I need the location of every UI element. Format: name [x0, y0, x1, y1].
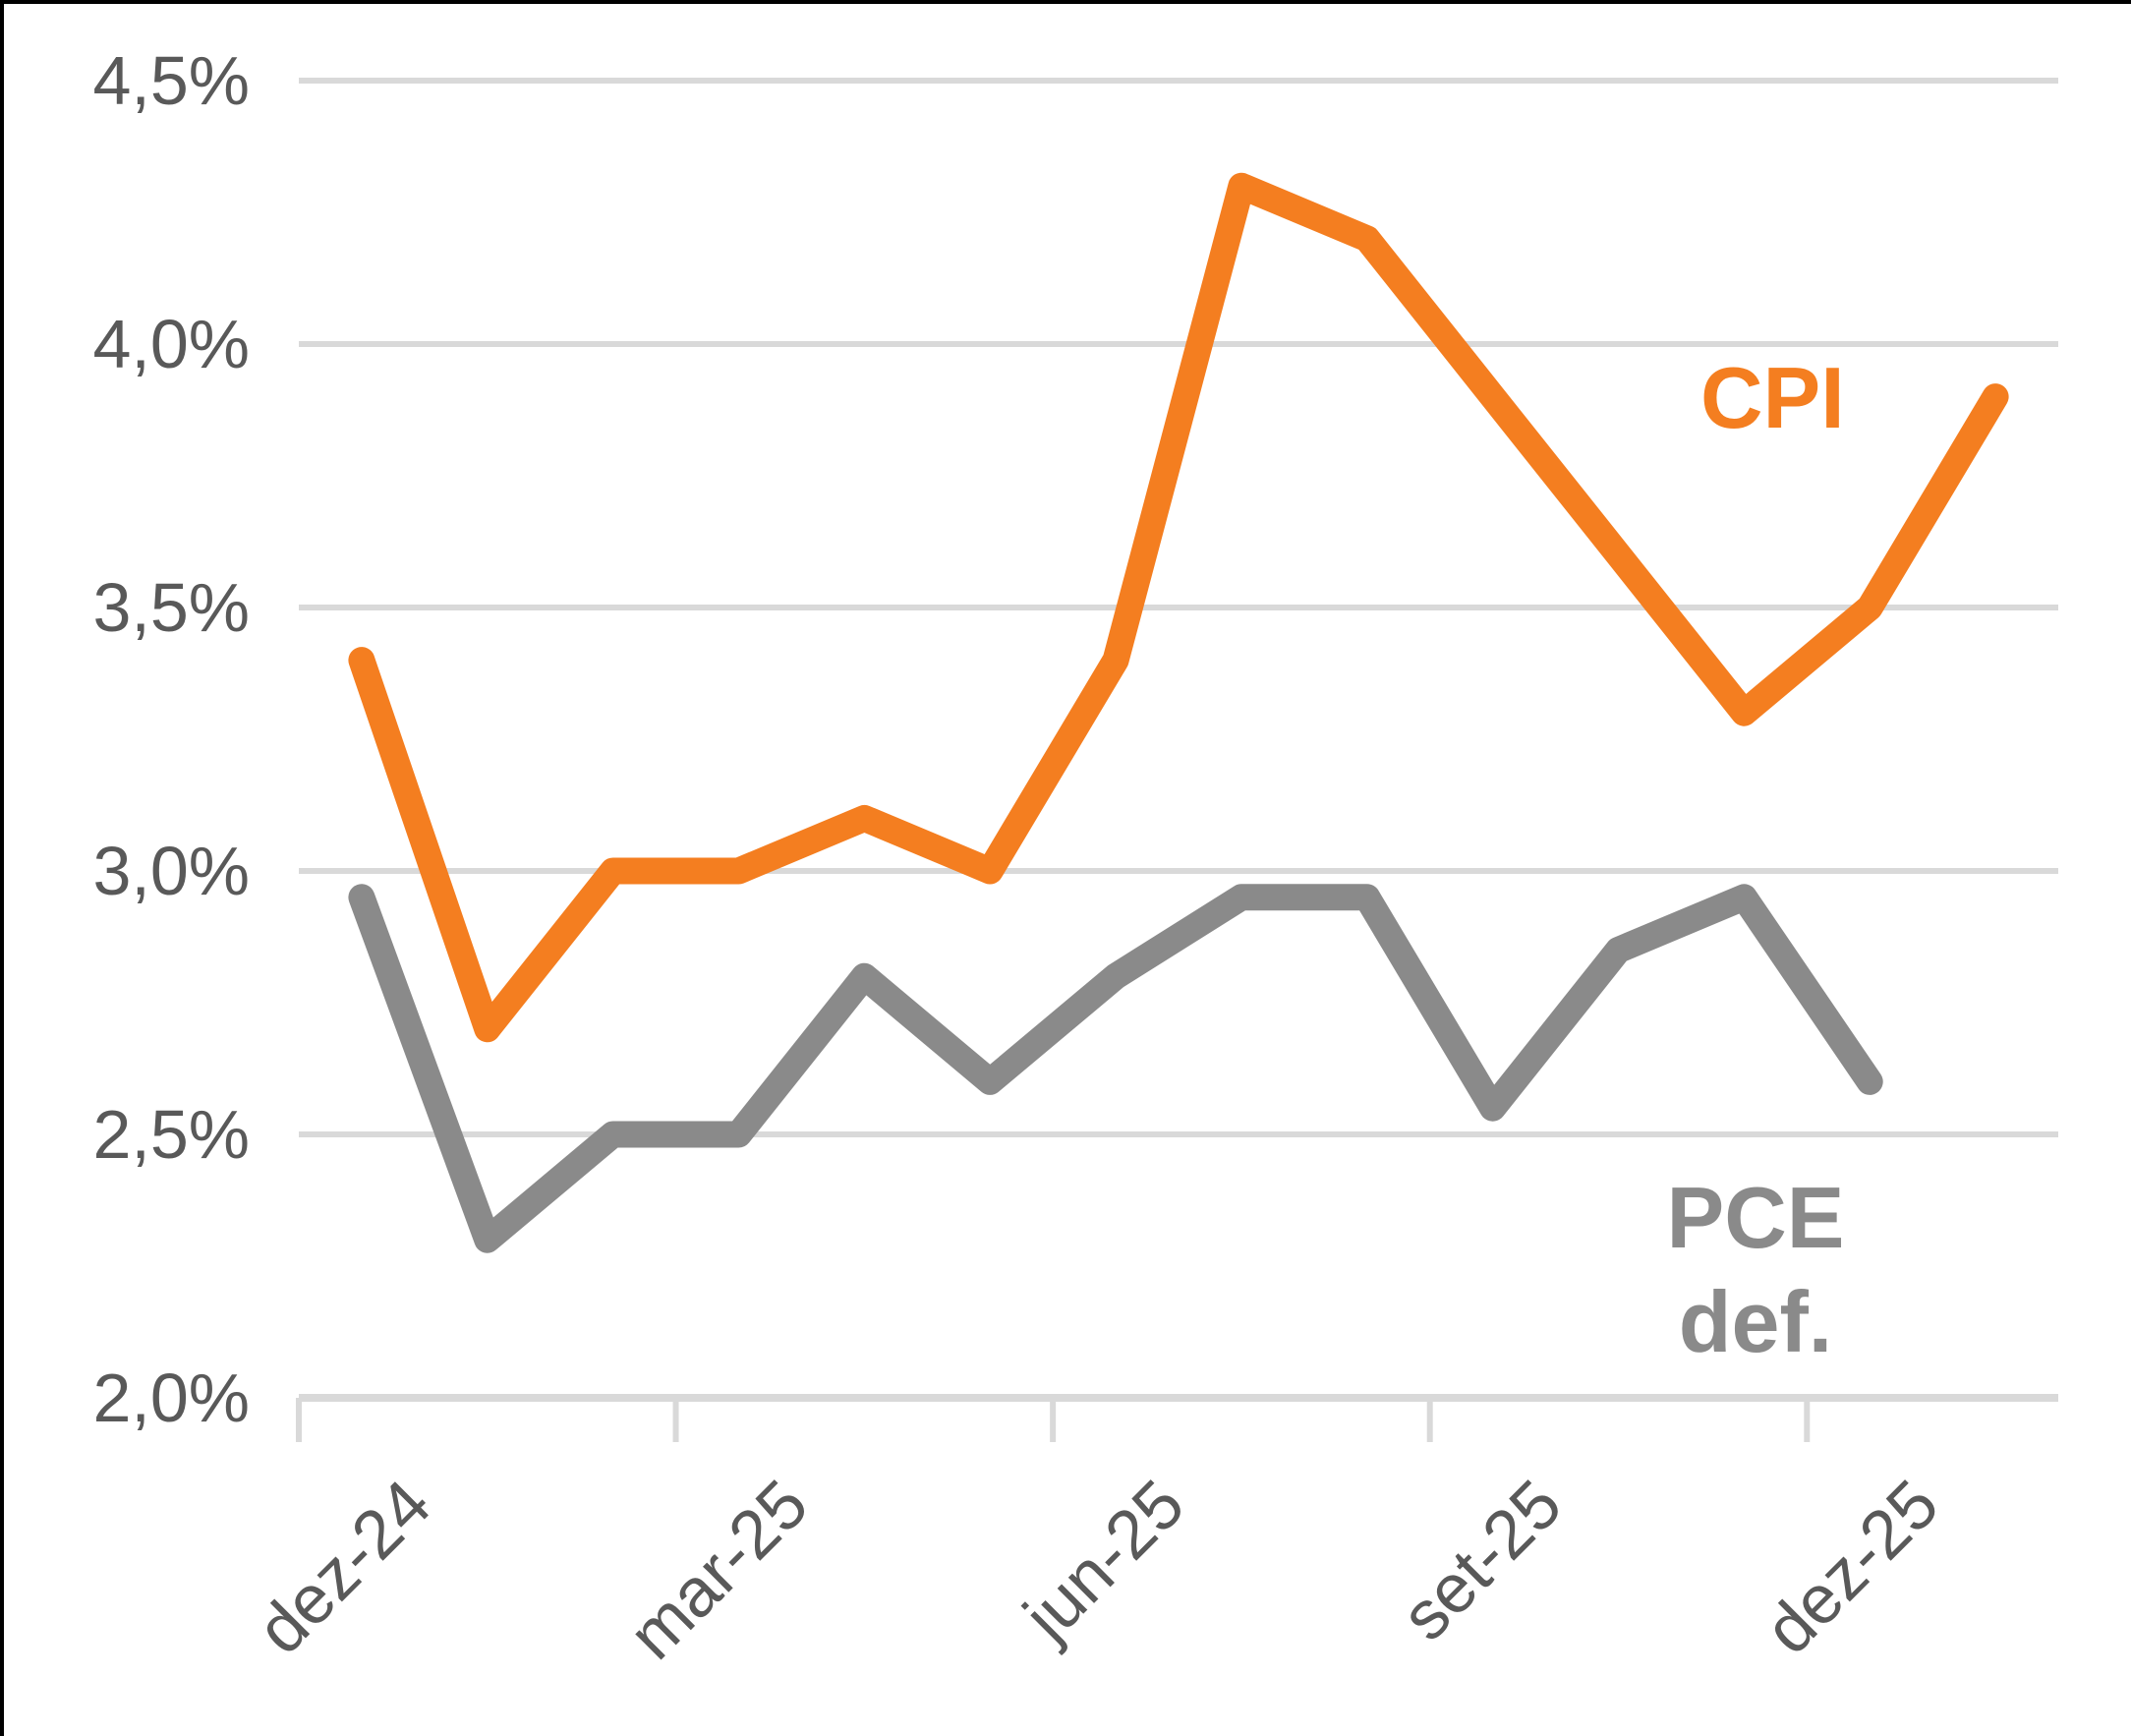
pce-line: [348, 884, 1883, 1253]
pce-series-label: PCE def.: [1666, 1169, 1845, 1370]
y-axis-label: 3,0%: [92, 833, 250, 909]
y-axis-label: 2,5%: [92, 1096, 250, 1173]
y-axis-label: 3,5%: [92, 569, 250, 646]
y-axis-label: 4,0%: [92, 306, 250, 382]
y-axis-label: 2,0%: [92, 1360, 250, 1436]
cpi-line: [348, 172, 2009, 1043]
cpi-series-label: CPI: [1700, 349, 1845, 446]
y-axis-label: 4,5%: [92, 42, 250, 119]
line-chart: [296, 78, 2058, 1442]
